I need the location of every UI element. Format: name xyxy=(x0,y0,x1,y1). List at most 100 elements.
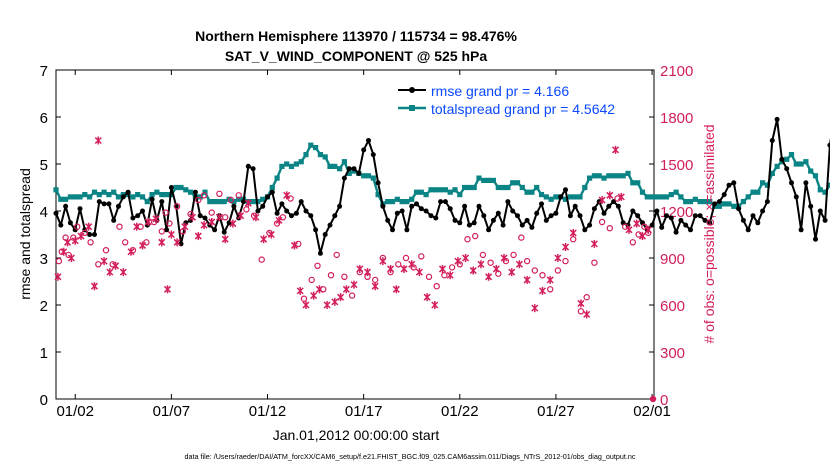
right-tick-label: 300 xyxy=(660,345,685,362)
spread-point xyxy=(313,145,319,151)
obs-possible-marker xyxy=(235,192,242,199)
rmse-point xyxy=(375,180,381,186)
obs-possible-marker xyxy=(143,239,150,246)
rmse-point xyxy=(721,192,727,198)
series-layer xyxy=(53,116,830,256)
obs-assimilated-marker xyxy=(554,254,562,262)
obs-possible-marker xyxy=(221,214,229,221)
obs-assimilated-marker xyxy=(188,213,197,222)
spread-point xyxy=(317,152,323,158)
rmse-point xyxy=(77,206,83,212)
spread-point xyxy=(678,194,684,200)
obs-assimilated-marker xyxy=(167,230,175,239)
obs-assimilated-marker xyxy=(144,217,152,226)
obs-assimilated-marker xyxy=(538,286,547,295)
obs-assimilated-marker xyxy=(400,264,408,273)
right-tick-label: 900 xyxy=(660,251,685,268)
spread-point xyxy=(303,152,309,158)
rmse-point xyxy=(736,206,742,212)
spread-point xyxy=(236,196,242,202)
legend-spread-label: totalspread grand pr = 4.5642 xyxy=(431,101,615,117)
spread-point xyxy=(442,187,448,193)
rmse-point xyxy=(356,170,362,176)
legend-spread-marker xyxy=(409,105,415,111)
obs-possible-marker xyxy=(243,206,250,213)
obs-assimilated-marker xyxy=(492,264,500,273)
rmse-point xyxy=(346,166,352,172)
rmse-point xyxy=(366,138,371,143)
obs-assimilated-marker xyxy=(644,225,652,234)
rmse-point xyxy=(803,180,809,186)
obs-assimilated-marker xyxy=(71,236,79,245)
obs-assimilated-marker xyxy=(606,191,614,200)
spread-point xyxy=(524,189,530,195)
legend: rmse grand pr = 4.166 totalspread grand … xyxy=(398,83,615,117)
right-tick-label: 1800 xyxy=(660,110,693,127)
obs-assimilated-marker xyxy=(215,213,223,222)
obs-assimilated-marker xyxy=(200,221,208,230)
rmse-point xyxy=(601,210,607,216)
spread-point xyxy=(72,194,78,200)
rmse-point xyxy=(567,213,573,219)
rmse-point xyxy=(101,201,107,207)
rmse-point xyxy=(784,166,790,172)
rmse-point xyxy=(591,206,597,212)
spread-point xyxy=(769,170,775,176)
rmse-point xyxy=(92,232,97,237)
obs-possible-marker xyxy=(372,276,379,284)
rmse-point xyxy=(433,215,439,221)
right-tick-label: 0 xyxy=(660,392,668,409)
obs-possible-marker xyxy=(448,264,456,271)
spread-point xyxy=(173,184,179,191)
rmse-point xyxy=(716,199,722,205)
obs-possible-marker xyxy=(173,203,181,210)
obs-possible-marker xyxy=(158,228,165,235)
obs-assimilated-marker xyxy=(446,271,454,280)
rmse-point xyxy=(231,203,237,209)
rmse-point xyxy=(149,196,155,202)
rmse-point xyxy=(813,236,818,242)
obs-assimilated-marker xyxy=(237,211,245,220)
spread-point xyxy=(654,194,660,200)
obs-possible-marker xyxy=(441,272,448,279)
obs-assimilated-marker xyxy=(54,272,62,281)
rmse-point xyxy=(284,208,290,214)
rmse-point xyxy=(539,201,544,207)
rmse-point xyxy=(649,222,655,228)
spread-point xyxy=(673,189,679,195)
obs-assimilated-marker xyxy=(562,243,570,252)
spread-point xyxy=(96,192,102,198)
rmse-point xyxy=(120,194,126,200)
spread-point xyxy=(58,196,64,202)
obs-assimilated-marker xyxy=(181,222,189,231)
spread-point xyxy=(101,189,107,195)
rmse-point xyxy=(274,210,280,216)
spread-point xyxy=(808,168,814,174)
spread-point xyxy=(221,199,227,205)
rmse-point xyxy=(635,213,641,219)
rmse-point xyxy=(370,152,376,158)
obs-possible-marker xyxy=(487,259,494,266)
rmse-point xyxy=(668,215,674,221)
spread-point xyxy=(788,152,795,158)
rmse-point xyxy=(327,222,333,228)
spread-point xyxy=(394,196,400,202)
rmse-point xyxy=(390,227,395,233)
obs-assimilated-marker xyxy=(350,280,358,289)
rmse-point xyxy=(572,203,578,209)
obs-assimilated-marker xyxy=(569,228,577,237)
spread-point xyxy=(490,177,496,183)
spread-point xyxy=(457,192,463,198)
x-tick-label: 01/27 xyxy=(537,403,575,420)
rmse-point xyxy=(673,229,679,235)
spread-point xyxy=(197,194,203,200)
spread-point xyxy=(288,163,295,169)
obs-possible-marker xyxy=(547,286,554,293)
obs-assimilated-marker xyxy=(85,222,93,231)
obs-assimilated-marker xyxy=(173,238,181,247)
rmse-point xyxy=(664,213,669,219)
spread-point xyxy=(495,184,501,191)
spread-point xyxy=(212,199,218,205)
spread-point xyxy=(663,194,670,200)
x-tick-label: 01/07 xyxy=(153,403,191,420)
